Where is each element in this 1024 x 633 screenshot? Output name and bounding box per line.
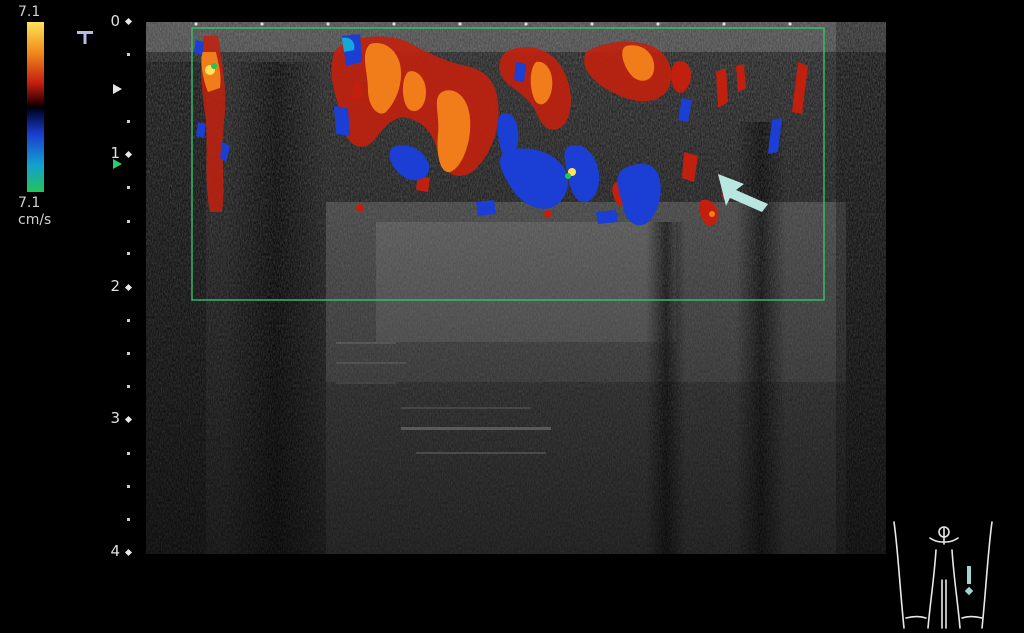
velocity-scale-min-label: 7.1 — [18, 195, 41, 211]
depth-label-2: 2 — [110, 277, 120, 295]
doppler-flow-blue-components — [334, 34, 782, 226]
lateral-scale-ticks — [194, 22, 792, 26]
focal-zone-marker-icon — [113, 84, 122, 94]
depth-tick-minor — [127, 252, 130, 255]
doppler-flow-left-vessel — [194, 36, 230, 212]
body-marker-icon — [893, 521, 993, 629]
depth-tick-minor — [127, 120, 130, 123]
depth-tick-minor — [127, 485, 130, 488]
velocity-color-bar — [27, 22, 44, 192]
depth-tick-major — [124, 283, 133, 292]
depth-tick-minor — [127, 319, 130, 322]
depth-tick-minor — [127, 518, 130, 521]
depth-tick-minor — [127, 385, 130, 388]
doppler-flow-central-plexus — [331, 36, 808, 226]
velocity-scale-max-label: 7.1 — [18, 4, 41, 20]
depth-tick-major — [124, 548, 133, 557]
depth-label-1: 1 — [110, 144, 120, 162]
depth-tick-minor — [127, 186, 130, 189]
depth-label-4: 4 — [110, 542, 120, 560]
depth-tick-major — [124, 17, 133, 26]
depth-tick-major — [124, 415, 133, 424]
depth-tick-major — [124, 150, 133, 159]
depth-tick-minor — [127, 452, 130, 455]
color-doppler-roi-box — [191, 27, 825, 301]
ultrasound-doppler-image — [146, 22, 886, 554]
depth-label-3: 3 — [110, 409, 120, 427]
depth-tick-minor — [127, 220, 130, 223]
depth-tick-minor — [127, 352, 130, 355]
depth-tick-minor — [127, 53, 130, 56]
focus-depth-marker-icon — [113, 159, 122, 169]
arrow-icon — [718, 174, 768, 212]
depth-label-0: 0 — [110, 12, 120, 30]
velocity-scale-unit-label: cm/s — [18, 212, 52, 228]
transducer-orientation-icon — [77, 31, 93, 44]
